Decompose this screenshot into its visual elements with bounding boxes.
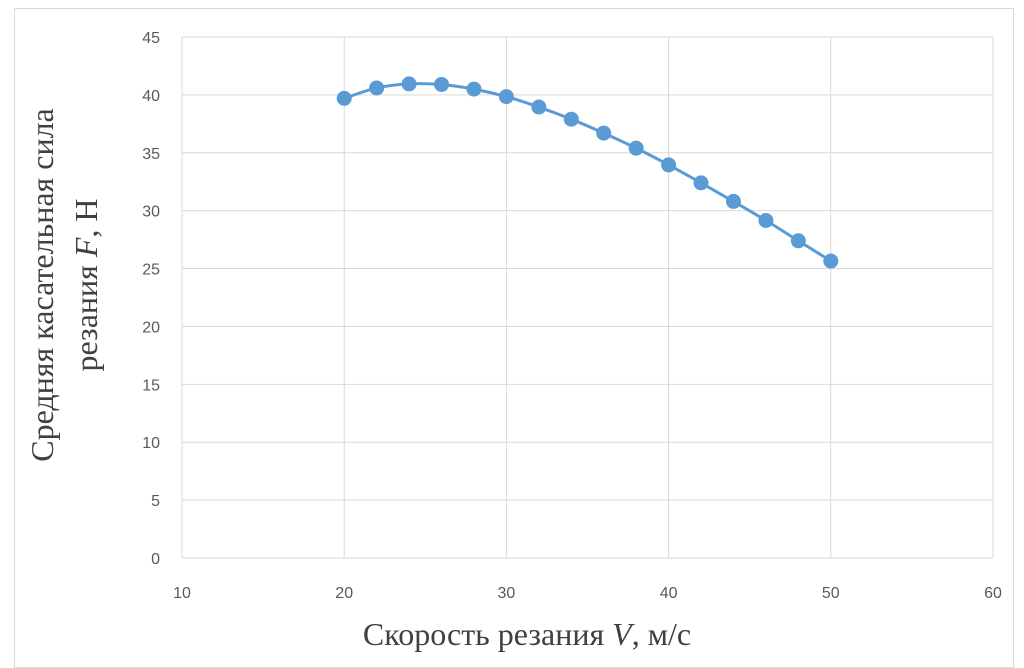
chart: 0 5 10 15 20 25 30 35 40 45 10 20 30 40 50 60 Скорость… — [0, 0, 1024, 654]
data-point — [726, 194, 740, 208]
y-tick-label: 45 — [142, 30, 160, 47]
x-tick-label: 50 — [822, 585, 840, 602]
data-point — [467, 82, 481, 96]
data-point — [370, 81, 384, 95]
y-tick-label: 0 — [151, 551, 160, 568]
y-tick-label: 10 — [142, 435, 160, 452]
data-point — [337, 91, 351, 105]
data-point — [662, 158, 676, 172]
y-axis-title-line2: резания F, Н — [68, 198, 104, 371]
data-point — [629, 141, 643, 155]
y-axis-title-line1: Средняя касательная сила — [24, 108, 60, 462]
x-tick-label: 30 — [498, 585, 516, 602]
y-tick-label: 35 — [142, 146, 160, 163]
data-point — [597, 126, 611, 140]
x-tick-labels: 10 20 30 40 50 60 — [173, 585, 1002, 602]
y-tick-label: 5 — [151, 493, 160, 510]
data-point — [824, 254, 838, 268]
data-point — [435, 77, 449, 91]
data-point — [694, 176, 708, 190]
y-tick-label: 30 — [142, 204, 160, 221]
y-tick-label: 25 — [142, 262, 160, 279]
data-points — [337, 77, 838, 268]
series-line — [344, 84, 831, 261]
x-tick-label: 10 — [173, 585, 191, 602]
x-tick-label: 20 — [335, 585, 353, 602]
y-axis-title: Средняя касательная сила резания F, Н — [24, 108, 104, 462]
x-tick-label: 60 — [984, 585, 1002, 602]
y-tick-labels: 0 5 10 15 20 25 30 35 40 45 — [142, 30, 160, 568]
data-point — [499, 90, 513, 104]
y-tick-label: 20 — [142, 319, 160, 336]
data-point — [532, 100, 546, 114]
data-point — [791, 234, 805, 248]
data-point — [759, 214, 773, 228]
data-point — [564, 112, 578, 126]
y-tick-label: 15 — [142, 377, 160, 394]
y-tick-label: 40 — [142, 88, 160, 105]
data-point — [402, 77, 416, 91]
x-tick-label: 40 — [660, 585, 678, 602]
gridlines — [182, 37, 993, 558]
x-axis-title: Скорость резания V, м/с — [363, 616, 691, 652]
